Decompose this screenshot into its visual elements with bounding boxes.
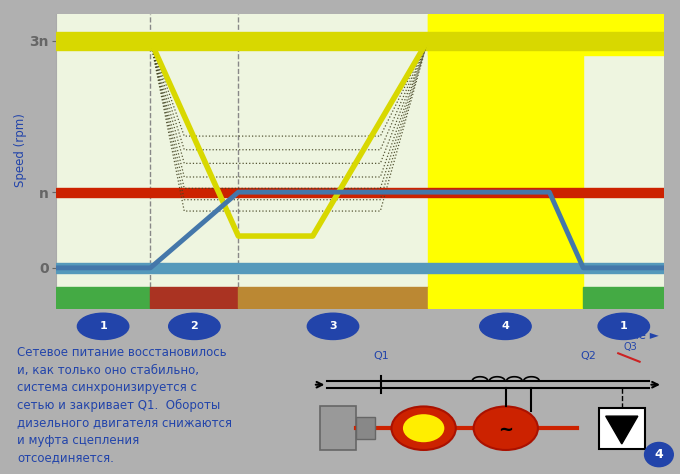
Bar	[428, 14, 664, 55]
Bar	[239, 287, 428, 308]
Text: 4: 4	[655, 448, 663, 461]
Bar	[428, 14, 583, 287]
Text: ~: ~	[498, 420, 513, 438]
Text: 1: 1	[620, 321, 628, 331]
Bar	[56, 263, 664, 273]
Text: 2: 2	[190, 321, 199, 331]
Circle shape	[403, 414, 444, 442]
Circle shape	[392, 406, 456, 450]
Text: Сетевое питание восстановилось
и, как только оно стабильно,
система синхронизиру: Сетевое питание восстановилось и, как то…	[17, 346, 232, 465]
Text: Q2: Q2	[580, 351, 596, 361]
Circle shape	[307, 313, 359, 339]
Bar	[356, 417, 375, 439]
Bar	[56, 32, 664, 50]
Text: 1: 1	[99, 321, 107, 331]
Polygon shape	[606, 416, 638, 444]
Bar	[583, 287, 664, 308]
Circle shape	[480, 313, 531, 339]
Text: 3: 3	[329, 321, 337, 331]
Text: Q3: Q3	[624, 342, 638, 352]
Circle shape	[78, 313, 129, 339]
Bar	[56, 287, 150, 308]
Bar	[320, 407, 356, 450]
Text: 4: 4	[502, 321, 509, 331]
Circle shape	[169, 313, 220, 339]
Bar	[428, 287, 583, 308]
Text: Time ►: Time ►	[617, 329, 658, 342]
Bar	[56, 188, 664, 197]
Text: Q1: Q1	[373, 351, 389, 361]
Circle shape	[598, 313, 649, 339]
Circle shape	[645, 442, 673, 467]
Bar	[150, 287, 239, 308]
Y-axis label: Speed (rpm): Speed (rpm)	[14, 114, 27, 187]
Bar	[598, 408, 645, 449]
Circle shape	[473, 406, 538, 450]
